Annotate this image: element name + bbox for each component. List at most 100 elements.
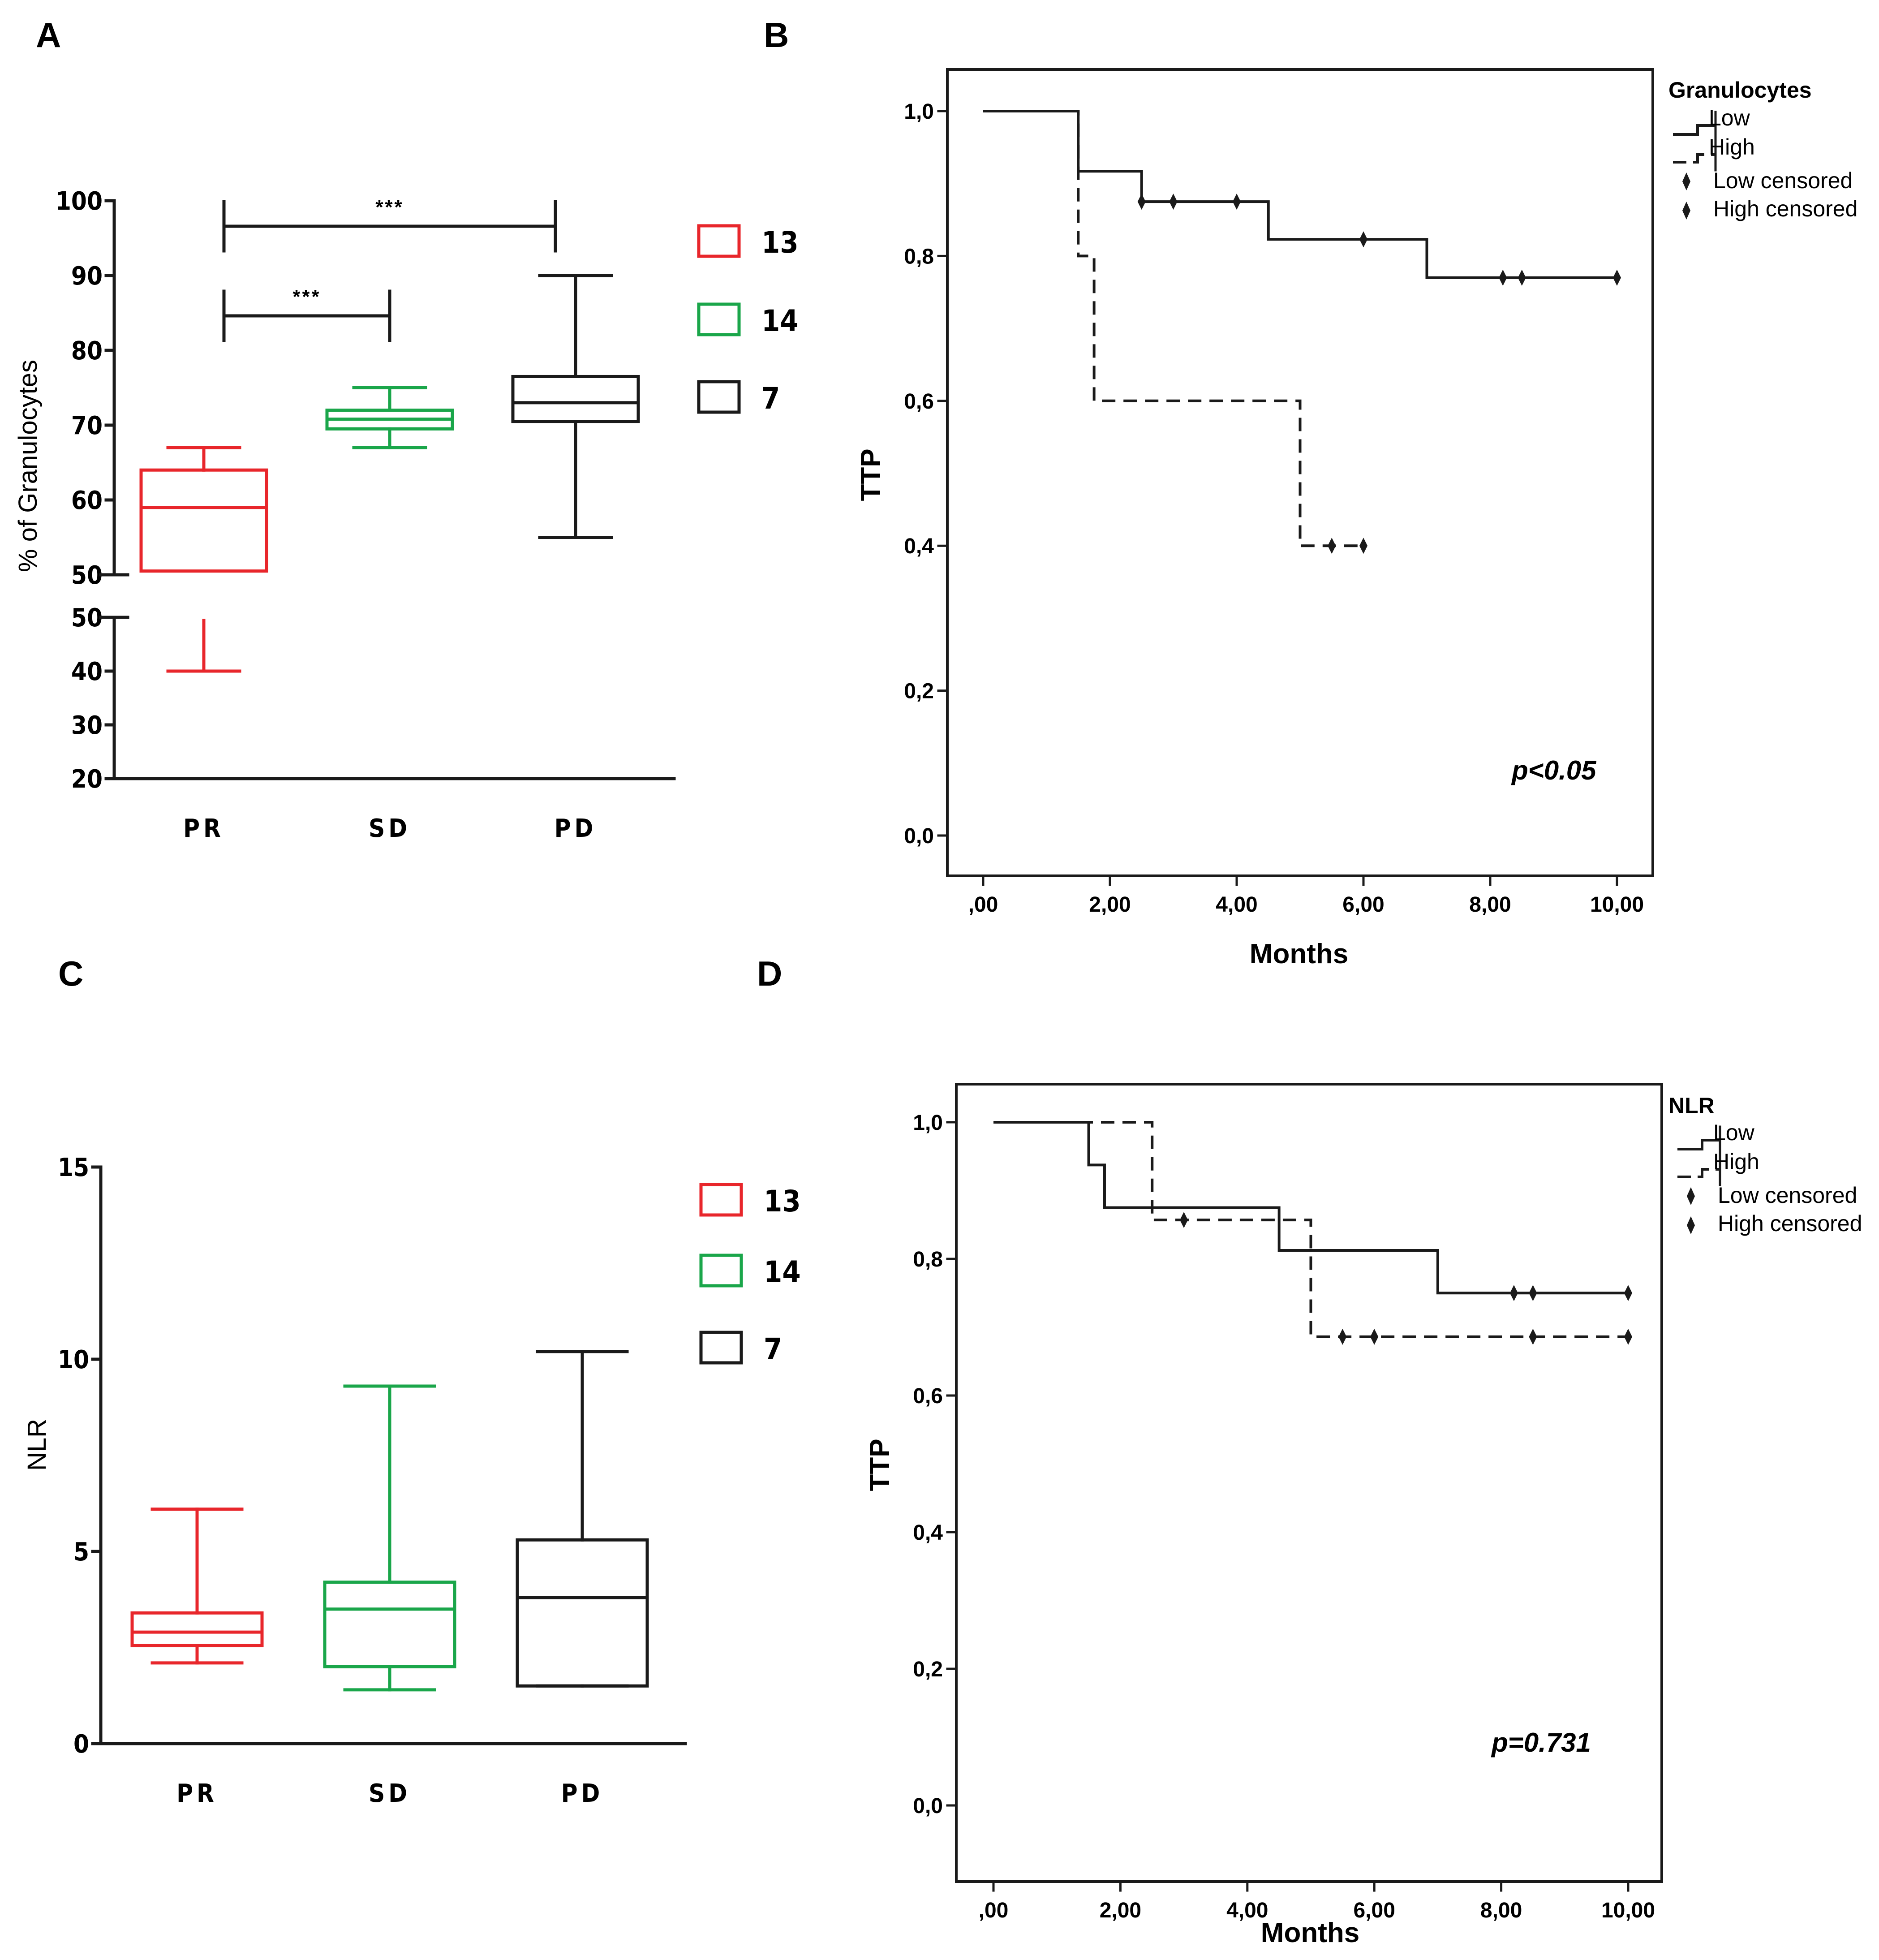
p-value-annotation: p=0.731: [1491, 1727, 1591, 1758]
x-tick-label: 8,00: [1480, 1899, 1522, 1922]
x-tick-label: ,00: [979, 1899, 1009, 1922]
km-curve-high: [993, 1121, 1628, 1338]
box-pd: [516, 1350, 649, 1688]
legend-censor-marker: [1682, 202, 1690, 220]
censor-mark: [1359, 231, 1367, 248]
x-tick-label: 4,00: [1216, 893, 1257, 917]
y-tick-label: 0,6: [904, 390, 934, 414]
panel-letter-b: B: [764, 15, 789, 55]
x-tick-label: PR: [183, 814, 224, 843]
legend-label: High censored: [1718, 1211, 1862, 1236]
km-curve-low: [983, 110, 1617, 279]
censor-mark: [1624, 1328, 1632, 1345]
censor-mark: [1613, 269, 1621, 286]
y-tick-label: 60: [71, 486, 103, 515]
y-tick-label: 0,4: [913, 1521, 943, 1545]
km-curve-high: [983, 110, 1363, 547]
km-curve-low: [993, 1121, 1628, 1295]
y-tick-label: 0,8: [913, 1248, 943, 1271]
y-tick-label: 90: [71, 262, 103, 291]
censor-mark: [1509, 1285, 1518, 1301]
legend-swatch-low: [1673, 124, 1716, 136]
censor-mark: [1233, 194, 1241, 210]
y-tick-label: 1,0: [904, 100, 934, 124]
censor-mark: [1137, 194, 1146, 210]
legend-label: Low censored: [1713, 168, 1853, 193]
legend-count-label: 14: [764, 1255, 801, 1289]
legend-censor-marker: [1682, 172, 1690, 190]
panel-letter-c: C: [58, 954, 83, 993]
y-tick-label: 0,0: [904, 824, 934, 848]
legend-censor-marker: [1687, 1187, 1695, 1205]
legend-swatch: [697, 224, 741, 258]
censor-mark: [1518, 269, 1526, 286]
censor-mark: [1180, 1212, 1188, 1228]
significance-bracket: ***: [222, 196, 557, 253]
panel-b: B TTP Months Granulocytes p<0.05 0,0 0,2 0…: [764, 15, 1858, 969]
legend-count-label: 13: [764, 1184, 801, 1219]
y-tick-label: 0,4: [904, 534, 934, 558]
legend-swatch: [699, 1331, 743, 1365]
x-tick-label: SD: [369, 1779, 411, 1808]
x-axis-label: Months: [1261, 1917, 1359, 1948]
y-axis-label: NLR: [22, 1419, 52, 1471]
legend-label: High: [1713, 1149, 1759, 1174]
box-iqr: [139, 468, 268, 573]
x-tick-label: 10,00: [1601, 1899, 1655, 1922]
x-tick-label: 8,00: [1469, 893, 1511, 917]
y-tick-label: 100: [56, 187, 103, 216]
y-tick-label: 20: [71, 765, 103, 794]
x-tick-label: 10,00: [1590, 893, 1644, 917]
x-tick-label: PD: [555, 814, 597, 843]
censor-mark: [1338, 1328, 1347, 1345]
y-tick-label: 80: [71, 336, 103, 366]
legend-title: Granulocytes: [1668, 78, 1812, 103]
y-tick-label: 15: [58, 1153, 89, 1182]
y-tick-label: 40: [71, 657, 103, 686]
legend-count-label: 13: [761, 225, 799, 260]
y-tick-label: 1,0: [913, 1111, 943, 1135]
box-iqr: [130, 1611, 264, 1647]
x-tick-label: PR: [176, 1779, 218, 1808]
x-tick-label: 4,00: [1226, 1899, 1268, 1922]
y-tick-label: 50: [71, 561, 103, 590]
y-tick-label: 30: [71, 711, 103, 740]
y-tick-label: 70: [71, 411, 103, 440]
y-axis-label: TTP: [856, 448, 886, 501]
legend-label: High: [1709, 134, 1755, 159]
censor-mark: [1370, 1328, 1379, 1345]
x-axis-label: Months: [1250, 939, 1348, 969]
y-tick-label: 5: [73, 1538, 89, 1567]
censor-mark: [1359, 538, 1367, 554]
y-tick-label: 0,2: [913, 1658, 943, 1681]
plot-frame: [955, 1083, 1663, 1883]
legend-count-label: 7: [761, 381, 780, 416]
box-iqr: [323, 1581, 456, 1668]
legend-title: NLR: [1668, 1093, 1715, 1118]
censor-mark: [1529, 1285, 1537, 1301]
y-tick-label: 50: [71, 603, 103, 633]
p-value-annotation: p<0.05: [1511, 755, 1597, 785]
y-tick-label: 0: [73, 1730, 89, 1759]
panel-a: A % of Granulocytes 50 60 70 80 90 100 20 30 40 5…: [13, 15, 799, 843]
panel-c: C NLR 0 5 10 15 PR SD PD 13 14 7: [22, 954, 801, 1808]
y-tick-label: 0,8: [904, 245, 934, 268]
legend-swatch: [697, 302, 741, 336]
y-tick-label: 0,6: [913, 1384, 943, 1408]
box-iqr: [516, 1538, 649, 1688]
legend-label: Low: [1713, 1120, 1755, 1145]
panel-d: D TTP Months NLR p=0.731 0,0 0,2 0,4 0,6 0,8…: [757, 954, 1862, 1948]
legend-count-label: 7: [764, 1332, 782, 1366]
legend-swatch: [699, 1254, 743, 1288]
legend-label: Low censored: [1718, 1183, 1857, 1208]
panel-letter-d: D: [757, 954, 782, 993]
legend-count-label: 14: [761, 304, 799, 338]
y-axis-label: TTP: [864, 1439, 895, 1491]
y-tick-label: 10: [58, 1345, 89, 1374]
censor-mark: [1529, 1328, 1537, 1345]
significance-bracket: ***: [222, 286, 391, 342]
plot-frame: [946, 68, 1654, 877]
box-pd: [511, 274, 640, 539]
box-sd: [323, 1384, 456, 1692]
